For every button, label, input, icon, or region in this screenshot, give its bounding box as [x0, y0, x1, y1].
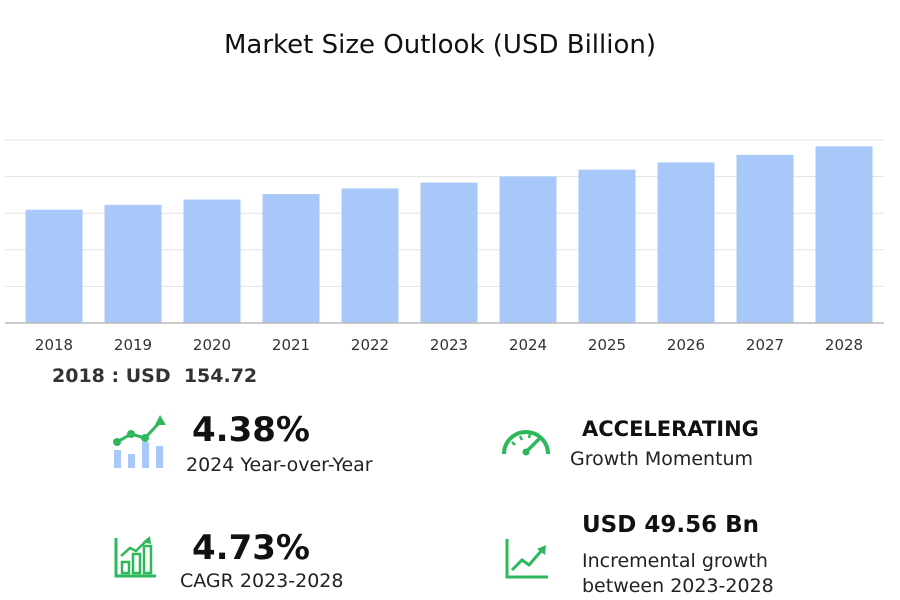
bar-chart-arrow-icon: [114, 536, 156, 578]
x-tick-label: 2021: [272, 336, 310, 354]
x-tick-label: 2022: [351, 336, 389, 354]
speedometer-icon: [502, 430, 550, 456]
x-tick-label: 2026: [667, 336, 705, 354]
growth-bars-icon: [113, 415, 166, 468]
bar-chart: 2018 2019 2020 2021 2022 2023 2024 2025 2026 2027…: [5, 139, 884, 354]
x-tick-label: 2027: [746, 336, 784, 354]
yoy-label: 2024 Year-over-Year: [186, 454, 373, 476]
chart-title: Market Size Outlook (USD Billion): [224, 30, 656, 60]
x-tick-label: 2028: [825, 336, 863, 354]
bar-2026: [657, 162, 715, 323]
bar-2025: [578, 169, 636, 323]
cagr-value: 4.73%: [192, 528, 310, 568]
bar-2028: [815, 146, 873, 323]
bar-2027: [736, 154, 794, 323]
x-tick-label: 2024: [509, 336, 547, 354]
incremental-label-line2: between 2023-2028: [582, 575, 774, 597]
x-tick-label: 2019: [114, 336, 152, 354]
x-tick-label: 2025: [588, 336, 626, 354]
x-tick-label: 2020: [193, 336, 231, 354]
cagr-label: CAGR 2023-2028: [180, 570, 344, 592]
line-chart-icon: [505, 539, 548, 579]
bar-2020: [183, 199, 241, 323]
momentum-label: Growth Momentum: [570, 448, 754, 470]
incremental-value: USD 49.56 Bn: [582, 512, 760, 538]
incremental-label-line1: Incremental growth: [582, 550, 768, 572]
bar-2019: [104, 204, 162, 323]
momentum-value: ACCELERATING: [582, 417, 759, 441]
bar-2023: [420, 182, 478, 323]
yoy-value: 4.38%: [192, 410, 310, 450]
bar-2022: [341, 188, 399, 323]
x-tick-label: 2023: [430, 336, 468, 354]
bar-2024: [499, 176, 557, 323]
bar-2021: [262, 194, 320, 323]
x-tick-label: 2018: [35, 336, 73, 354]
bar-2018: [25, 209, 83, 323]
base-year-value: 2018 : USD 154.72: [52, 365, 258, 387]
